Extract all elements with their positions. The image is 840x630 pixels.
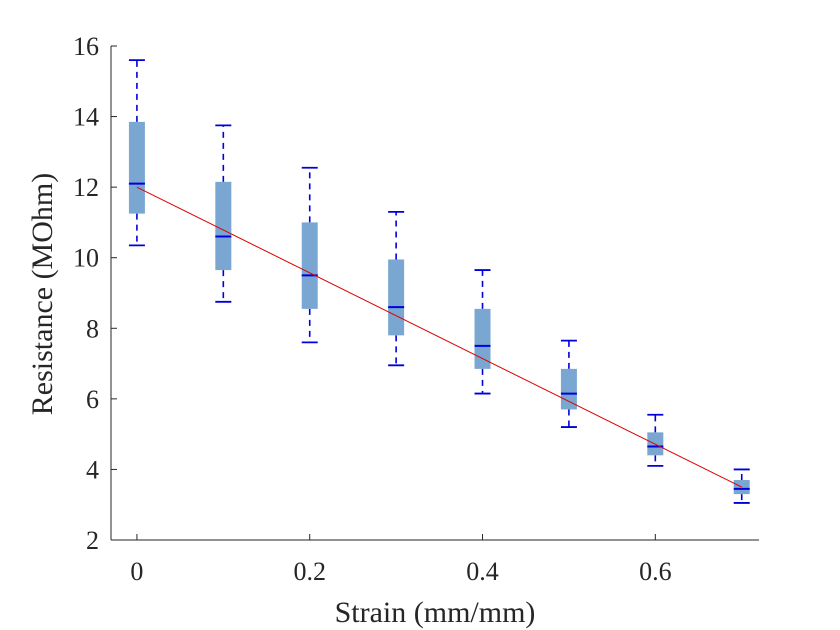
y-tick-label: 10 [73, 244, 99, 273]
box-group [560, 339, 577, 428]
y-tick-label: 16 [73, 32, 99, 61]
fit-line [136, 186, 742, 488]
y-tick-label: 8 [86, 314, 99, 343]
y-tick-label: 2 [86, 526, 99, 555]
y-tick-label: 14 [73, 103, 99, 132]
x-tick-label: 0.2 [293, 557, 326, 586]
box-group [474, 269, 491, 395]
box-group [128, 59, 145, 247]
box [128, 121, 145, 214]
y-axis-label: Resistance (MOhm) [26, 173, 59, 415]
box [560, 368, 577, 410]
y-tick-label: 6 [86, 385, 99, 414]
box-group [215, 124, 232, 303]
box [301, 222, 318, 309]
axes: 2 4 6 8 10 12 14 16 0 0.2 0.4 0.6 [73, 32, 759, 586]
x-tick-label: 0.6 [639, 557, 672, 586]
x-axis-label: Strain (mm/mm) [335, 596, 536, 629]
x-tick-label: 0.4 [466, 557, 499, 586]
box [215, 181, 232, 271]
box [388, 259, 405, 336]
box-group [388, 210, 405, 367]
y-tick-label: 12 [73, 173, 99, 202]
box-group [301, 166, 318, 344]
x-tick-label: 0 [130, 557, 143, 586]
y-tick-label: 4 [86, 455, 99, 484]
plot-area [128, 59, 750, 504]
box [474, 308, 491, 369]
